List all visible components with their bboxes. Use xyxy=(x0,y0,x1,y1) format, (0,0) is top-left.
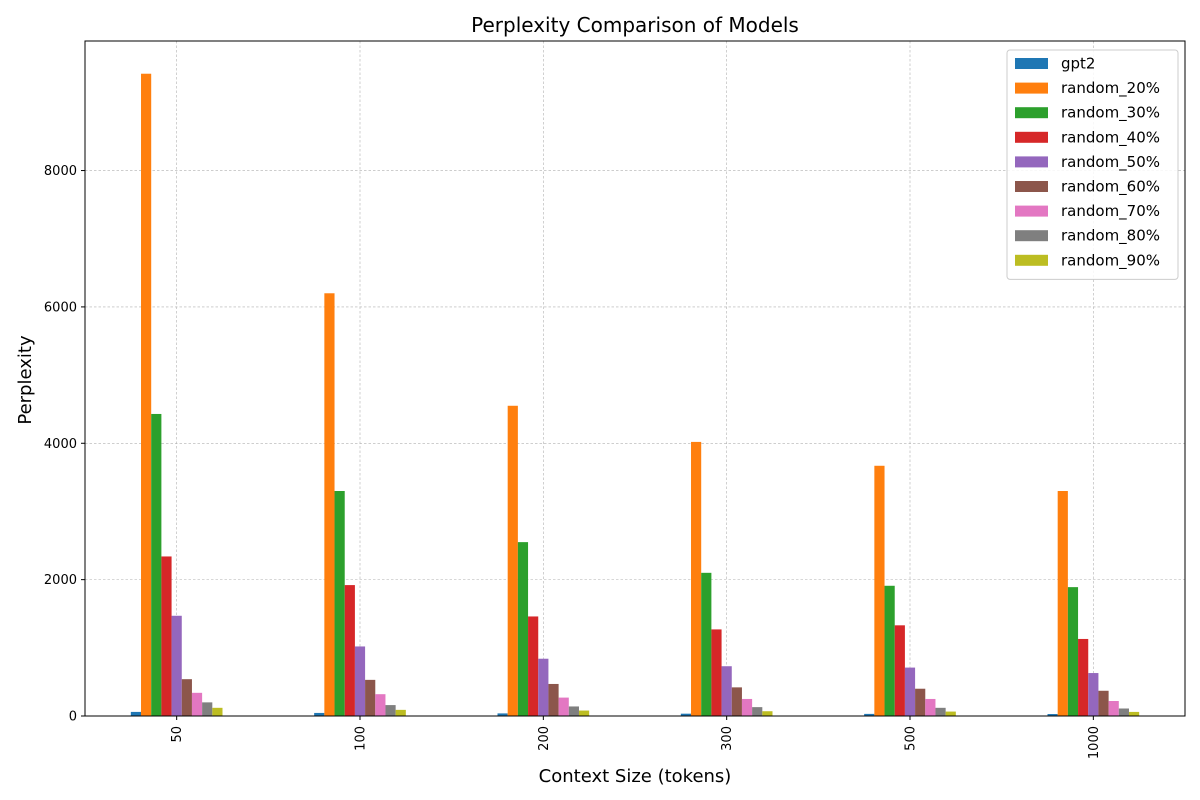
bar-random_80%-1000 xyxy=(1118,708,1129,716)
bar-random_80%-300 xyxy=(752,707,763,716)
bar-gpt2-100 xyxy=(314,712,325,716)
legend-swatch-gpt2 xyxy=(1015,58,1048,69)
legend-swatch-random_70% xyxy=(1015,205,1048,217)
x-tick-label: 1000 xyxy=(1087,726,1102,759)
bar-random_40%-300 xyxy=(711,629,722,716)
x-tick-label: 200 xyxy=(537,726,552,751)
bar-random_80%-50 xyxy=(202,702,213,716)
bar-random_70%-500 xyxy=(925,698,936,716)
bar-random_20%-300 xyxy=(691,441,702,716)
bar-random_30%-200 xyxy=(517,542,529,716)
legend-swatch-random_80% xyxy=(1015,230,1048,242)
legend-label-random_90%: random_90% xyxy=(1061,251,1160,270)
bar-random_60%-200 xyxy=(548,683,559,716)
bar-random_20%-50 xyxy=(141,73,152,716)
y-tick-label: 2000 xyxy=(44,573,77,588)
legend-label-random_70%: random_70% xyxy=(1061,202,1160,221)
legend-swatch-random_50% xyxy=(1015,156,1048,168)
plot-frame xyxy=(84,40,1186,717)
bar-random_50%-100 xyxy=(354,646,366,716)
legend-label-gpt2: gpt2 xyxy=(1061,55,1095,73)
grid-layer xyxy=(85,41,1185,716)
legend-label-random_20%: random_20% xyxy=(1061,79,1160,98)
bar-random_60%-100 xyxy=(365,679,376,716)
bar-random_50%-200 xyxy=(538,658,549,716)
bar-random_90%-200 xyxy=(578,710,590,716)
legend-label-random_30%: random_30% xyxy=(1061,104,1160,123)
bar-random_60%-300 xyxy=(731,687,742,716)
bar-random_70%-50 xyxy=(191,692,203,716)
legend-label-random_80%: random_80% xyxy=(1061,227,1160,246)
legend-label-random_40%: random_40% xyxy=(1061,128,1160,147)
bar-random_80%-500 xyxy=(935,707,946,716)
legend-swatch-random_90% xyxy=(1015,254,1048,266)
legend-swatch-random_40% xyxy=(1015,131,1048,143)
bar-random_70%-200 xyxy=(558,697,569,716)
bar-random_30%-500 xyxy=(884,585,895,716)
bar-random_30%-300 xyxy=(701,572,712,716)
ticks-layer: 0 2000 4000 6000 8000 50 100 200 300 500 1000 xyxy=(44,164,1102,759)
bar-gpt2-200 xyxy=(497,713,508,716)
bar-random_90%-300 xyxy=(762,711,773,716)
bar-gpt2-300 xyxy=(680,713,692,716)
y-axis-label: Perplexity xyxy=(15,335,36,425)
bar-random_70%-300 xyxy=(741,698,753,716)
bar-random_30%-1000 xyxy=(1067,587,1079,716)
bar-random_90%-50 xyxy=(212,707,223,716)
x-tick-label: 300 xyxy=(720,726,735,751)
legend: gpt2 random_20% random_30% random_40%random… xyxy=(1006,49,1179,280)
bar-random_90%-500 xyxy=(945,711,956,716)
bar-random_80%-100 xyxy=(385,705,396,716)
bar-random_70%-1000 xyxy=(1108,701,1119,716)
chart-title: Perplexity Comparison of Models xyxy=(471,13,799,37)
x-tick-label: 500 xyxy=(904,726,919,751)
bar-random_60%-50 xyxy=(181,679,192,716)
legend-frame xyxy=(1006,49,1179,280)
bar-random_60%-1000 xyxy=(1098,690,1109,716)
x-tick-label: 100 xyxy=(354,726,369,751)
x-axis-label: Context Size (tokens) xyxy=(539,766,732,787)
bars-layer xyxy=(130,73,1140,716)
bar-random_50%-50 xyxy=(171,615,182,716)
bar-random_50%-500 xyxy=(904,667,916,716)
bar-random_30%-100 xyxy=(334,491,345,716)
bar-random_20%-500 xyxy=(874,465,885,716)
bar-random_40%-50 xyxy=(161,556,172,716)
bar-random_40%-100 xyxy=(344,585,355,716)
bar-random_90%-100 xyxy=(395,709,406,716)
bar-random_40%-1000 xyxy=(1078,638,1089,716)
bar-gpt2-500 xyxy=(864,713,875,716)
y-tick-label: 8000 xyxy=(44,164,77,179)
y-tick-label: 6000 xyxy=(44,300,77,315)
bar-random_20%-100 xyxy=(324,293,335,716)
bar-random_70%-100 xyxy=(375,694,386,716)
bar-random_40%-500 xyxy=(894,625,905,716)
bar-random_90%-1000 xyxy=(1128,711,1140,716)
bar-random_30%-50 xyxy=(151,413,162,716)
y-tick-label: 4000 xyxy=(44,437,77,452)
legend-label-random_60%: random_60% xyxy=(1061,178,1160,197)
bar-random_80%-200 xyxy=(568,706,579,716)
legend-swatch-random_20% xyxy=(1015,82,1048,94)
bar-random_60%-500 xyxy=(915,688,926,716)
bar-random_20%-200 xyxy=(507,405,518,716)
bar-gpt2-50 xyxy=(130,711,142,716)
legend-swatch-random_60% xyxy=(1015,181,1048,192)
bar-random_40%-200 xyxy=(528,616,539,716)
bar-random_20%-1000 xyxy=(1057,491,1068,716)
bar-random_50%-300 xyxy=(721,666,732,716)
bar-gpt2-1000 xyxy=(1047,714,1058,716)
bar-random_50%-1000 xyxy=(1088,673,1099,716)
legend-label-random_50%: random_50% xyxy=(1061,153,1160,172)
legend-swatch-random_30% xyxy=(1015,107,1048,119)
y-tick-label: 0 xyxy=(69,710,77,725)
x-tick-label: 50 xyxy=(170,726,185,743)
